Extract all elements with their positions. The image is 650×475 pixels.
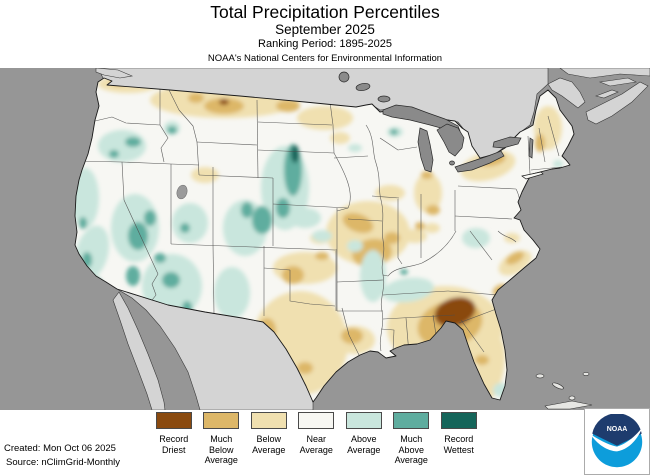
data-source: Source: nClimGrid-Monthly xyxy=(6,457,121,468)
lake-erie xyxy=(454,150,505,173)
legend-swatch-record-driest xyxy=(155,412,192,429)
cuba-coast xyxy=(544,400,593,410)
legend-item-much-above-average: Much Above Average xyxy=(388,412,436,466)
great-lakes xyxy=(176,71,534,200)
legend-swatch-above-average xyxy=(345,412,382,429)
noaa-seagull-icon xyxy=(590,425,644,451)
legend-label: Much Above Average xyxy=(394,434,428,465)
legend-label: Record Wettest xyxy=(443,434,474,455)
legend-item-much-below-average: Much Below Average xyxy=(198,412,246,466)
noaa-logo-dark-field xyxy=(592,413,642,446)
legend-swatch-much-below-average xyxy=(203,412,240,429)
legend-item-below-average: Below Average xyxy=(245,412,293,466)
legend-label: Below Average xyxy=(252,434,286,455)
lake-ontario xyxy=(492,136,522,149)
legend-item-record-driest: Record Driest xyxy=(150,412,198,466)
percentile-legend: Record Driest Much Below Average Below A… xyxy=(150,412,483,466)
noaa-logo-text: NOAA xyxy=(607,425,628,432)
created-date: Created: Mon Oct 06 2025 xyxy=(4,443,116,454)
conus-map-svg xyxy=(0,67,650,411)
legend-swatch-below-average xyxy=(250,412,287,429)
noaa-logo: NOAA xyxy=(590,413,644,467)
legend-item-above-average: Above Average xyxy=(340,412,388,466)
state-borders xyxy=(75,87,563,358)
legend-swatch-record-wettest xyxy=(440,412,477,429)
ranking-period: Ranking Period: 1895-2025 xyxy=(258,38,392,50)
map-header: Total Precipitation Percentiles Septembe… xyxy=(0,0,650,68)
legend-swatch-near-average xyxy=(298,412,335,429)
canadian-lake xyxy=(377,95,391,103)
bahamas-island xyxy=(568,395,576,401)
lake-champlain xyxy=(528,137,534,159)
long-island xyxy=(521,171,544,180)
bahamas-island xyxy=(582,372,590,376)
legend-label: Much Below Average xyxy=(204,434,238,465)
bahamas-island xyxy=(552,382,564,390)
legend-label: Above Average xyxy=(347,434,381,455)
legend-label: Near Average xyxy=(299,434,333,455)
page-title: Total Precipitation Percentiles xyxy=(210,2,440,22)
prince-edward-island xyxy=(594,89,619,99)
new-brunswick xyxy=(547,77,586,109)
canadian-lake xyxy=(355,82,371,92)
organization-name: NOAA's National Centers for Environmenta… xyxy=(207,53,443,64)
legend-label: Record Driest xyxy=(159,434,189,455)
legend-swatch-much-above-average xyxy=(393,412,430,429)
us-precipitation-percentile-map xyxy=(0,67,650,411)
anticosti-island xyxy=(598,77,637,87)
lake-huron xyxy=(436,123,465,157)
lake-michigan xyxy=(417,127,434,173)
lake-st-clair xyxy=(449,160,455,166)
legend-item-near-average: Near Average xyxy=(293,412,341,466)
bahamas-island xyxy=(535,373,545,379)
nova-scotia xyxy=(585,81,649,125)
map-period: September 2025 xyxy=(275,22,375,37)
legend-item-record-wettest: Record Wettest xyxy=(435,412,483,466)
great-salt-lake xyxy=(176,184,188,200)
lake-winnipeg xyxy=(338,71,350,83)
quebec-north-shore xyxy=(559,67,650,79)
vancouver-island xyxy=(95,67,134,79)
noaa-logo-box: NOAA xyxy=(584,408,650,475)
